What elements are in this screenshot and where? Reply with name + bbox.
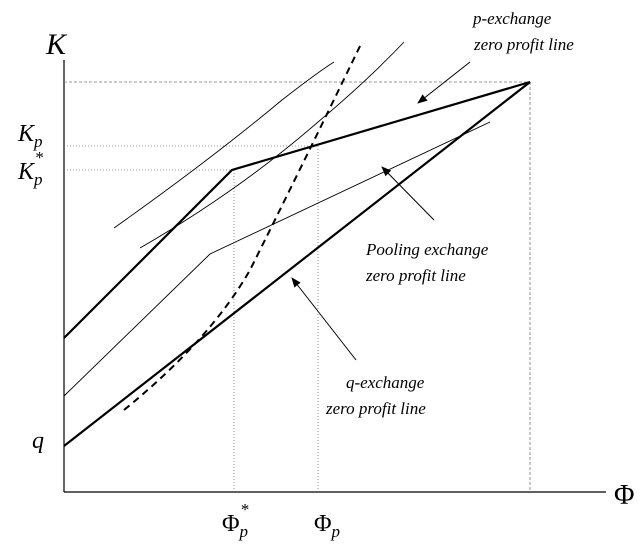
p-exchange-annotation-line1: p-exchange xyxy=(472,9,552,28)
kpstar-label: Kp* xyxy=(17,148,44,189)
q-exchange-arrow xyxy=(291,277,357,361)
iso-curve-upper xyxy=(113,61,335,229)
q-exchange-annotation-line2: zero profit line xyxy=(325,399,426,418)
pooling-arrow xyxy=(381,166,435,221)
iso-curve-middle xyxy=(139,41,405,249)
pooling-annotation-line1: Pooling exchange xyxy=(365,240,489,259)
x-axis-label: Φ xyxy=(614,480,634,511)
dashed-curve xyxy=(123,41,363,411)
y-axis-label: K xyxy=(45,28,68,61)
q-exchange-annotation-line1: q-exchange xyxy=(346,373,425,392)
kp-label: Kp xyxy=(17,121,43,151)
phistar-label: Φp* xyxy=(222,500,249,541)
p-exchange-zero-profit-line xyxy=(63,80,531,339)
q-exchange-zero-profit-line xyxy=(63,81,531,447)
p-exchange-arrow xyxy=(417,61,471,104)
pooling-annotation-line2: zero profit line xyxy=(365,266,466,285)
q-label: q xyxy=(32,428,44,454)
iso-curve-lower xyxy=(63,121,491,397)
p-exchange-annotation-line2: zero profit line xyxy=(473,35,574,54)
phip-label: Φp xyxy=(314,511,340,541)
